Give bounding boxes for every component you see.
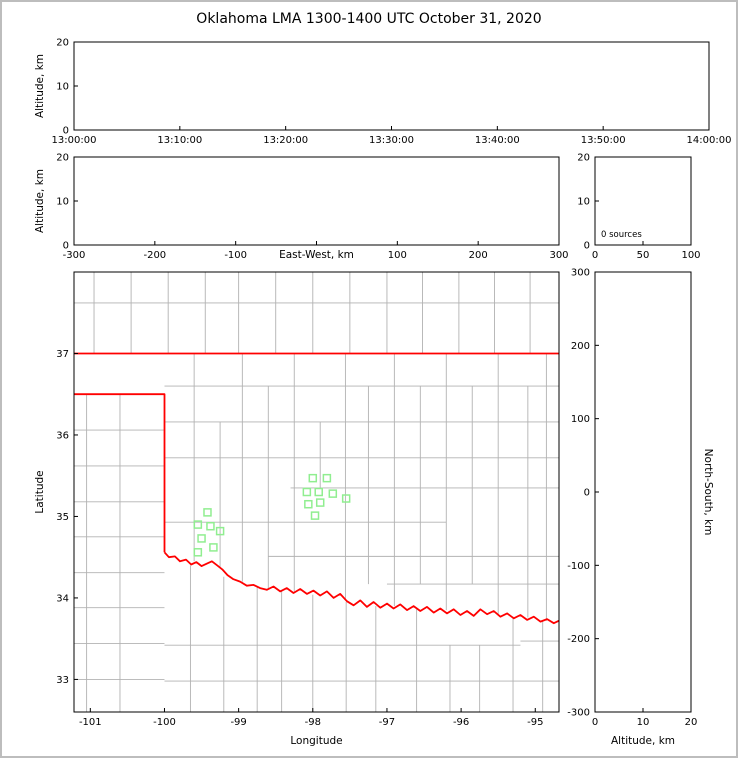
lma-station-marker — [310, 511, 320, 520]
y-tick-label: -300 — [567, 708, 590, 719]
x-tick-label: -100 — [153, 717, 176, 728]
x-axis-label: Altitude, km — [611, 735, 675, 747]
y-tick-label: 20 — [56, 153, 69, 164]
y-tick-label: 200 — [571, 341, 590, 352]
x-tick-label: 13:30:00 — [369, 135, 414, 146]
x-tick-label: 100 — [681, 250, 700, 261]
y-tick-label: 300 — [571, 268, 590, 279]
x-tick-label: 13:10:00 — [157, 135, 202, 146]
y-tick-label: 34 — [56, 593, 69, 604]
x-tick-label: -300 — [63, 250, 86, 261]
y-tick-label: -200 — [567, 634, 590, 645]
lma-station-marker — [328, 489, 338, 498]
x-tick-label: -99 — [230, 717, 246, 728]
y-tick-label: 0 — [584, 241, 590, 252]
x-tick-label: 13:20:00 — [263, 135, 308, 146]
lma-station-marker — [215, 526, 225, 536]
y-tick-label: 36 — [56, 430, 69, 441]
x-tick-label: 14:00:00 — [687, 135, 732, 146]
county-boundaries — [74, 272, 559, 712]
y-axis-label: Altitude, km — [34, 54, 46, 118]
y-tick-label: 10 — [56, 82, 69, 93]
y-tick-label: 37 — [56, 349, 69, 360]
lma-station-marker — [206, 521, 215, 531]
x-tick-label: 0 — [592, 717, 598, 728]
x-axis-label: Longitude — [290, 735, 342, 747]
x-tick-label: -96 — [453, 717, 469, 728]
x-tick-label: 13:50:00 — [581, 135, 626, 146]
lma-station-marker — [314, 487, 323, 497]
x-tick-label: 13:00:00 — [52, 135, 97, 146]
x-tick-label: -101 — [79, 717, 102, 728]
x-tick-label: 200 — [469, 250, 488, 261]
x-tick-label: 13:40:00 — [475, 135, 520, 146]
y-axis-label: Altitude, km — [34, 169, 46, 233]
state-border — [74, 352, 560, 625]
y-tick-label: 35 — [56, 512, 69, 523]
source-count-annotation: 0 sources — [601, 230, 642, 240]
lma-station-marker — [341, 494, 351, 503]
y-tick-label: 0 — [63, 126, 69, 137]
lma-station-marker — [304, 499, 313, 509]
lma-station-marker — [197, 534, 206, 543]
lma-station-marker — [203, 508, 212, 517]
panel-frame — [73, 271, 560, 713]
x-tick-label: -100 — [224, 250, 247, 261]
altitude-histogram-panel: 0 50 100 0 10 20 0 sources — [577, 153, 700, 262]
time-height-panel: 13:00:00 13:10:00 13:20:00 13:30:00 13:40:00… — [34, 38, 731, 147]
lma-station-marker — [308, 473, 318, 483]
lma-station-marker — [322, 473, 332, 483]
lma-station-marker — [193, 548, 203, 557]
lma-station-marker — [193, 520, 203, 529]
panel-frame — [594, 271, 692, 713]
eastwest-height-panel: -300 -200 -100 100 200 300 East-West, km 0 10 20 A… — [34, 153, 569, 262]
x-tick-label: -98 — [305, 717, 321, 728]
y-tick-label: 100 — [571, 414, 590, 425]
panel-frame — [73, 41, 710, 131]
y-axis-label: Latitude — [34, 470, 46, 513]
y-tick-label: 10 — [56, 197, 69, 208]
lma-station-marker — [302, 487, 312, 497]
x-tick-label: -97 — [379, 717, 395, 728]
x-tick-label: -200 — [143, 250, 166, 261]
x-tick-label: 100 — [388, 250, 407, 261]
x-tick-label: 300 — [549, 250, 568, 261]
y-tick-label: 20 — [56, 38, 69, 49]
x-tick-label: 0 — [592, 250, 598, 261]
y-axis-label: North-South, km — [702, 449, 714, 536]
y-tick-label: -100 — [567, 561, 590, 572]
x-tick-label: 20 — [685, 717, 698, 728]
y-tick-label: 33 — [56, 675, 69, 686]
panel-frame — [73, 156, 560, 246]
x-tick-label: 10 — [637, 717, 650, 728]
lma-station-marker — [315, 498, 325, 507]
y-tick-label: 20 — [577, 153, 590, 164]
plan-view-map-panel: -101 -100 -99 -98 -97 -96 -95 Longitude 33 34 35 36… — [34, 271, 560, 747]
y-tick-label: 0 — [584, 488, 590, 499]
northsouth-height-panel: 0 10 20 Altitude, km 300 200 100 0 -100 -200 -300 N… — [567, 268, 714, 748]
x-tick-label: -95 — [527, 717, 543, 728]
x-tick-label: 50 — [637, 250, 650, 261]
x-axis-label: East-West, km — [279, 249, 354, 261]
y-tick-label: 10 — [577, 197, 590, 208]
lma-station-marker — [209, 543, 218, 552]
y-tick-label: 0 — [63, 241, 69, 252]
figure-title: Oklahoma LMA 1300-1400 UTC October 31, 2… — [196, 11, 542, 27]
lma-stations — [193, 473, 351, 557]
